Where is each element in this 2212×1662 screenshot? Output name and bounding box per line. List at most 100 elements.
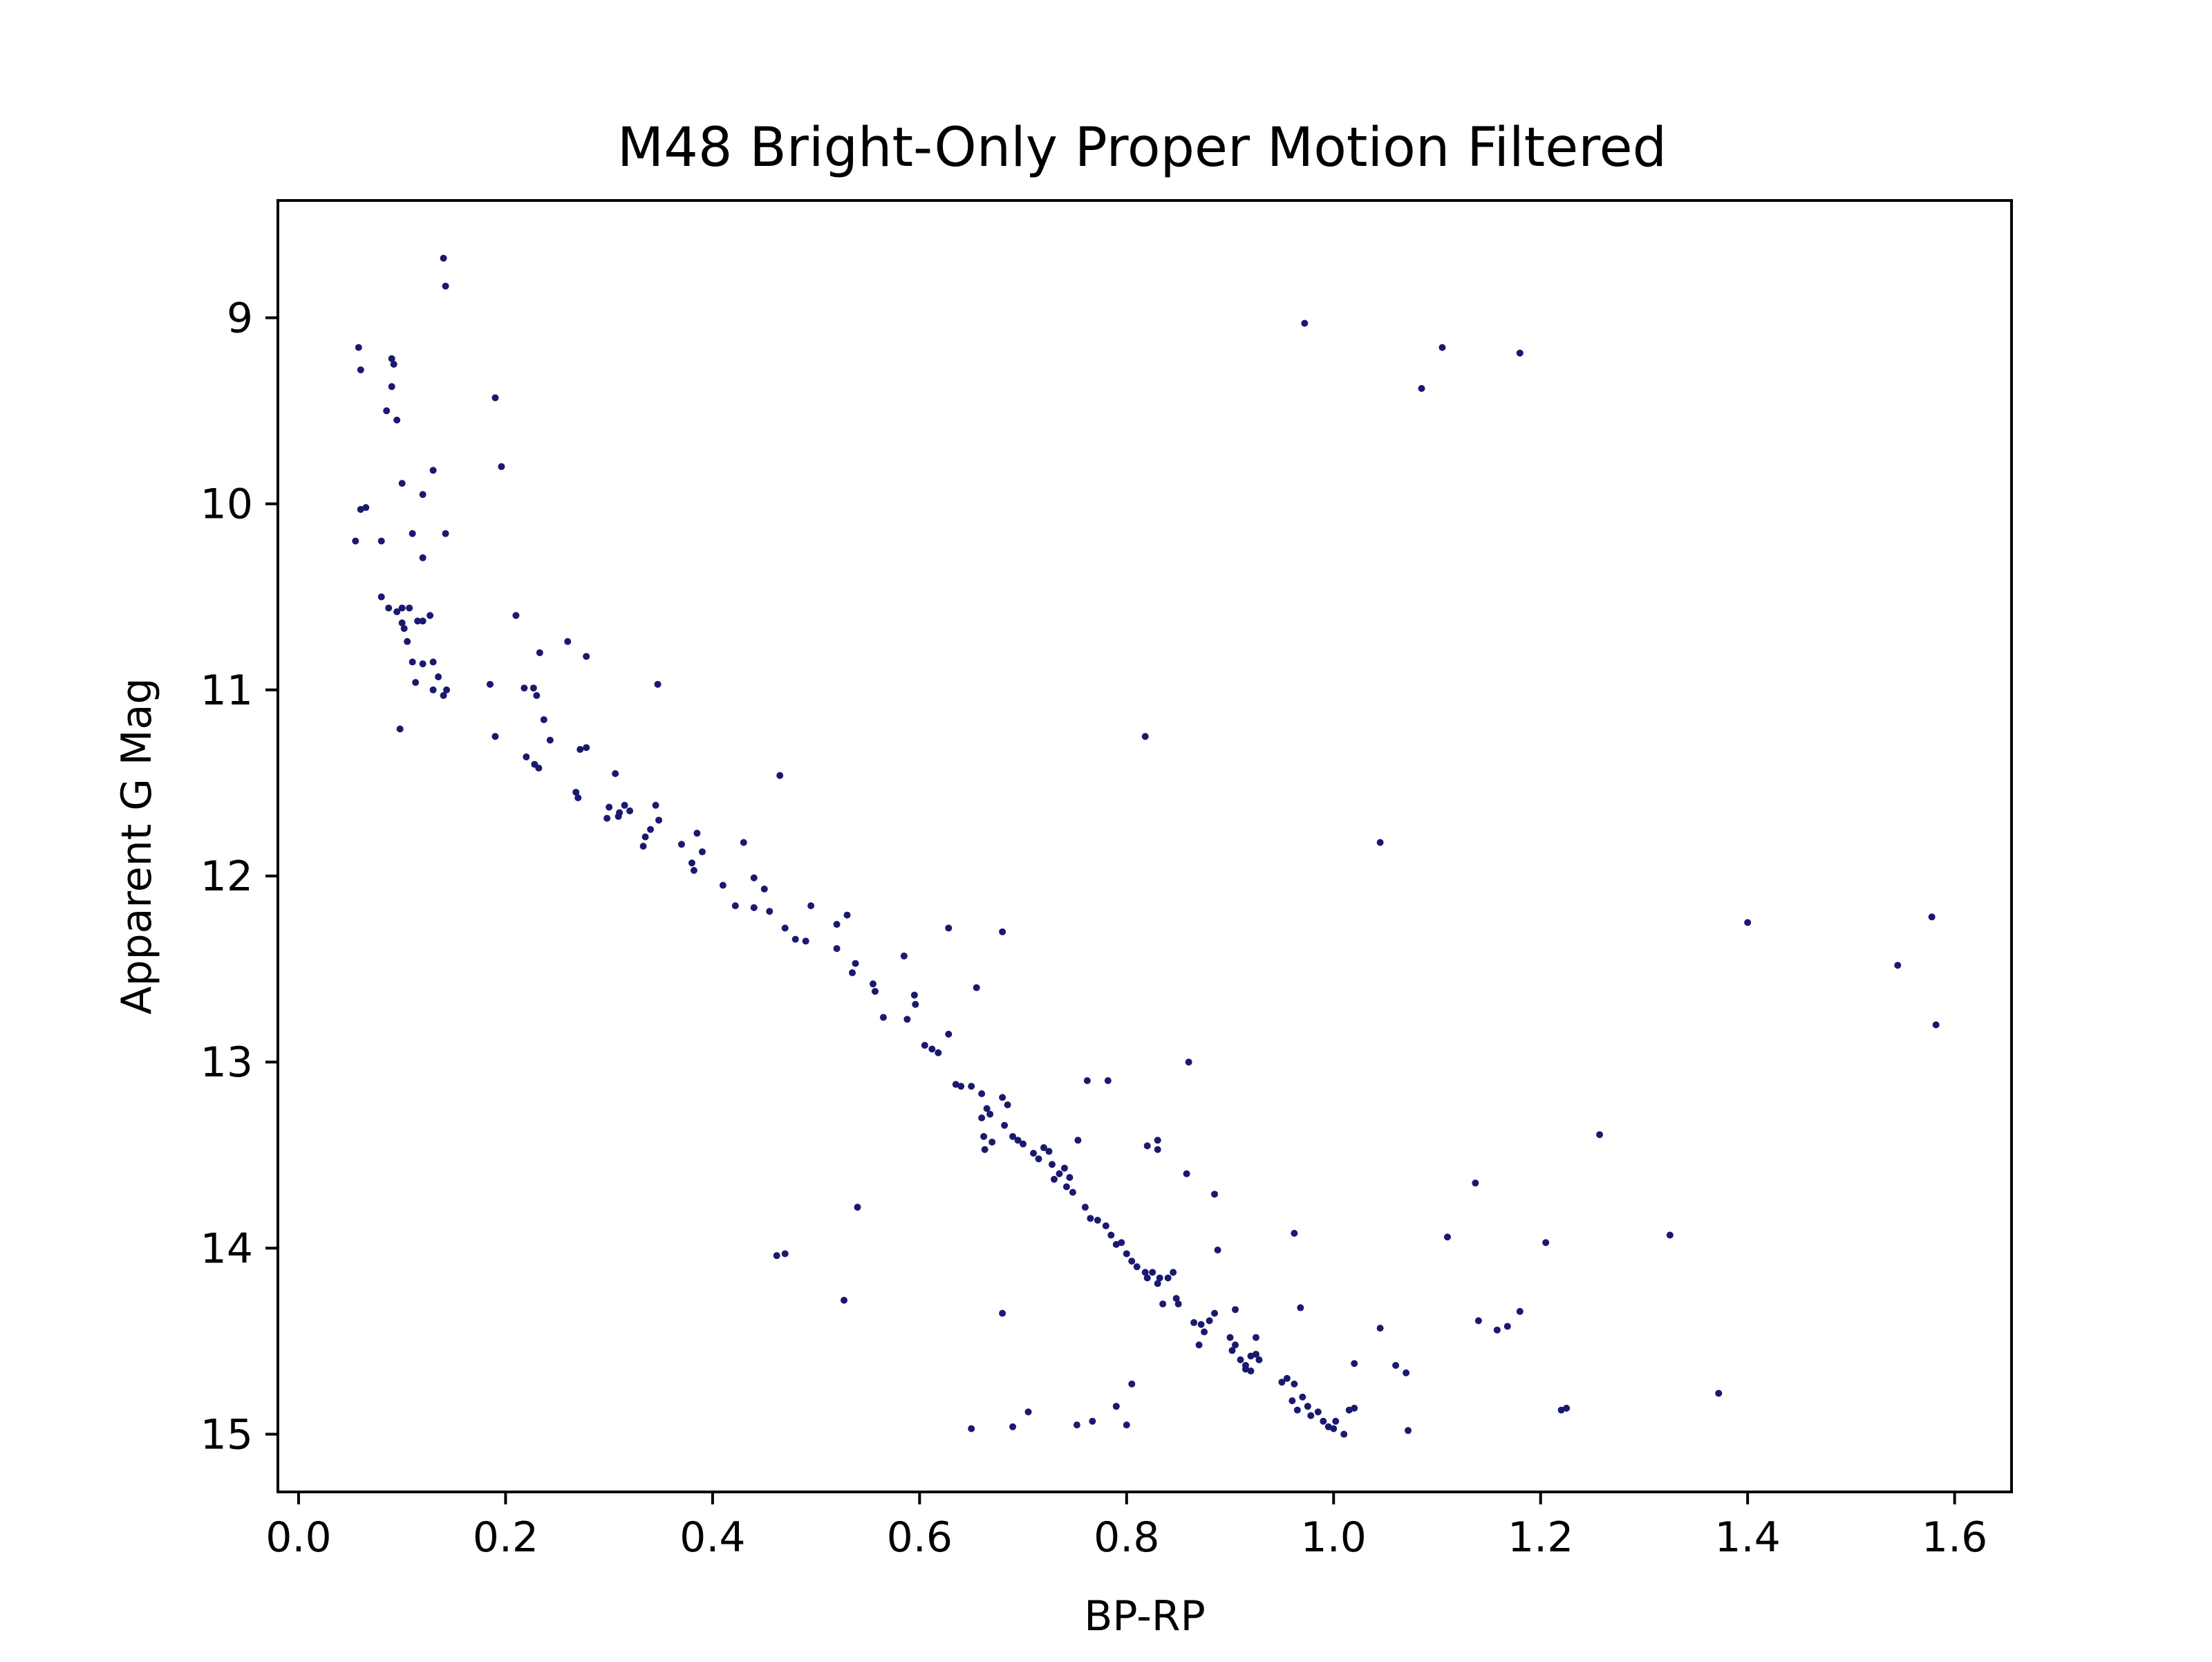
data-point: [1666, 1231, 1674, 1239]
data-point: [1128, 1258, 1136, 1265]
data-point: [393, 416, 401, 424]
data-point: [1474, 1317, 1482, 1325]
data-point: [1123, 1250, 1130, 1258]
data-point: [1307, 1412, 1315, 1419]
data-point: [1563, 1404, 1571, 1412]
data-point: [1255, 1356, 1263, 1363]
data-point: [574, 794, 582, 802]
data-point: [435, 673, 442, 681]
data-point: [440, 254, 447, 262]
data-point: [935, 1049, 942, 1056]
data-point: [1102, 1222, 1109, 1230]
data-point: [1443, 1233, 1451, 1241]
data-point: [879, 1014, 887, 1021]
data-point: [529, 684, 537, 692]
data-point: [1297, 1304, 1304, 1311]
data-point: [1516, 1307, 1524, 1315]
data-point: [1211, 1309, 1219, 1317]
data-point: [654, 680, 662, 688]
data-point: [393, 608, 401, 615]
x-tick-label: 0.4: [679, 1513, 745, 1562]
data-point: [1154, 1146, 1161, 1153]
data-point: [357, 505, 364, 513]
data-point: [776, 772, 784, 779]
data-point: [1314, 1408, 1322, 1416]
data-point: [1107, 1231, 1115, 1239]
data-point: [903, 1016, 911, 1023]
data-point: [383, 407, 391, 415]
data-point: [409, 530, 416, 537]
data-point: [1024, 1408, 1032, 1416]
data-point: [1048, 1161, 1056, 1168]
data-point: [398, 619, 406, 627]
data-point: [1004, 1101, 1011, 1109]
data-point: [443, 686, 451, 693]
data-point: [1340, 1430, 1348, 1438]
data-point: [377, 593, 385, 601]
data-point: [583, 744, 590, 751]
data-point: [1185, 1058, 1192, 1066]
data-point: [535, 764, 543, 772]
data-point: [978, 1114, 986, 1121]
data-point: [1211, 1191, 1219, 1198]
data-point: [854, 1204, 861, 1211]
data-point: [377, 537, 385, 545]
data-point: [1928, 913, 1936, 921]
data-point: [957, 1083, 965, 1090]
x-tick-label: 0.6: [887, 1513, 953, 1562]
data-point: [781, 1250, 789, 1258]
data-point: [1197, 1320, 1205, 1328]
data-point: [1104, 1077, 1112, 1085]
data-point: [419, 554, 427, 561]
data-point: [1056, 1170, 1063, 1177]
data-point: [983, 1105, 991, 1112]
data-point: [1516, 349, 1524, 357]
data-point: [869, 980, 877, 988]
data-point: [986, 1110, 994, 1118]
data-point: [1154, 1280, 1161, 1287]
data-point: [677, 841, 685, 848]
data-point: [1403, 1369, 1410, 1376]
data-point: [1143, 1274, 1151, 1282]
data-point: [442, 282, 449, 290]
x-tick-label: 1.2: [1508, 1513, 1573, 1562]
data-point: [1542, 1239, 1550, 1246]
data-point: [1247, 1367, 1255, 1375]
data-point: [928, 1045, 936, 1053]
data-point: [1164, 1274, 1172, 1282]
data-point: [398, 604, 406, 612]
data-point: [1493, 1326, 1501, 1334]
data-point: [521, 684, 528, 692]
data-point: [1083, 1077, 1091, 1085]
y-tick-label: 13: [200, 1038, 253, 1087]
data-point: [1040, 1144, 1048, 1152]
data-point: [1596, 1131, 1604, 1139]
data-point: [1293, 1406, 1301, 1414]
y-axis-label: Apparent G Mag: [113, 678, 161, 1014]
data-point: [1232, 1341, 1239, 1349]
y-tick-label: 15: [200, 1411, 253, 1459]
data-point: [1214, 1246, 1221, 1254]
data-point: [440, 691, 447, 699]
data-point: [398, 480, 406, 487]
y-tick-label: 14: [200, 1224, 253, 1273]
data-point: [1156, 1274, 1163, 1282]
data-point: [1376, 1325, 1384, 1332]
data-point: [849, 969, 856, 977]
data-point: [655, 816, 663, 824]
data-point: [1066, 1174, 1074, 1182]
data-point: [1128, 1380, 1136, 1388]
data-point: [540, 716, 547, 723]
data-point: [564, 637, 572, 645]
data-point: [921, 1042, 928, 1049]
data-point: [1081, 1204, 1089, 1211]
data-point: [1744, 919, 1752, 926]
data-point: [1133, 1263, 1141, 1271]
data-point: [1232, 1306, 1239, 1314]
data-point: [1154, 1137, 1161, 1144]
x-tick-label: 0.8: [1094, 1513, 1159, 1562]
data-point: [641, 833, 649, 841]
y-tick-label: 11: [200, 666, 253, 715]
data-point: [1060, 1164, 1068, 1172]
